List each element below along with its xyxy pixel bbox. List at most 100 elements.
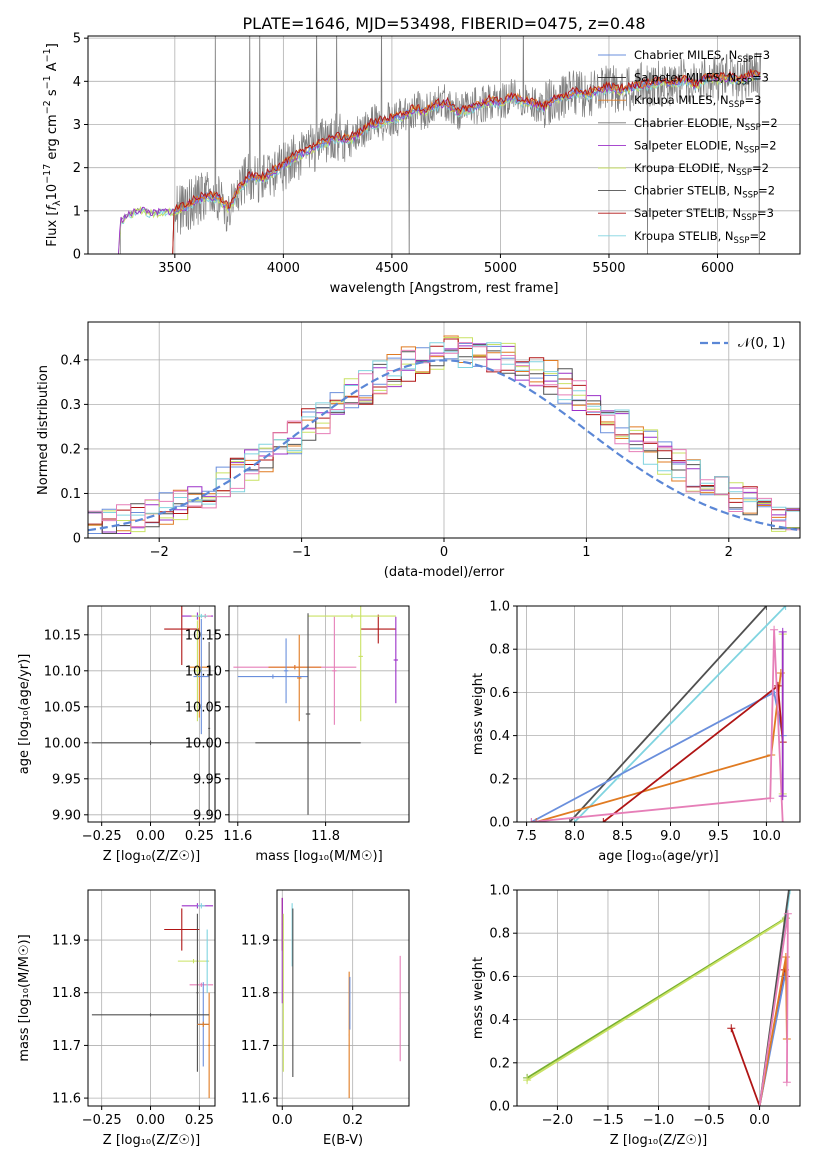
error-bar xyxy=(332,616,337,725)
error-bar xyxy=(349,976,351,1030)
error-bar xyxy=(360,614,396,644)
error-bar xyxy=(399,955,401,1062)
x-tick-label: 5500 xyxy=(592,261,625,276)
y-tick-label: 11.6 xyxy=(241,1092,270,1107)
mass_weight_vs_Z-xlabel: Z [log₁₀(Z/Z☉)] xyxy=(610,1133,707,1148)
y-tick-label: 0.4 xyxy=(489,729,510,744)
mass-weight-marker xyxy=(532,818,541,822)
mass_weight_vs_age-frame xyxy=(516,605,801,823)
spectrum-frame xyxy=(87,35,801,255)
x-tick-label: 8.5 xyxy=(612,829,633,844)
x-tick-label: −0.25 xyxy=(82,1113,122,1128)
x-tick-label: −2 xyxy=(150,545,169,560)
y-tick-label: 0.1 xyxy=(60,487,81,502)
mass_weight_vs_age-panel: 7.5 8.0 8.5 9.0 9.5 10.0 0.0 0.2 0.4 0.6 0.8 1.0 age… xyxy=(471,600,801,864)
mass-weight-line xyxy=(531,629,784,822)
error-bar xyxy=(282,913,284,1072)
age_vs_Z-frame xyxy=(87,605,216,823)
y-tick-label: 0.2 xyxy=(489,1056,510,1071)
x-tick-label: 5000 xyxy=(484,261,517,276)
mass-weight-marker xyxy=(783,909,792,918)
x-tick-label: 7.5 xyxy=(516,829,537,844)
error-bar xyxy=(292,908,294,1078)
mass_vs_Z-ylabel: mass [log₁₀(M/M☉)] xyxy=(17,934,32,1061)
mass-weight-marker xyxy=(782,1078,791,1087)
mass_vs_Z-frame xyxy=(87,889,216,1107)
mass_weight_vs_Z-panel: −2.0 −1.5 −1.0 −0.5 0.0 0.0 0.2 0.4 0.6 0.8 1.0 Z [… xyxy=(471,884,801,1148)
x-tick-label: 8.0 xyxy=(564,829,585,844)
mass-weight-line xyxy=(730,969,787,1106)
y-tick-label: 0.4 xyxy=(489,1013,510,1028)
age_vs_Z-xlabel: Z [log₁₀(Z/Z☉)] xyxy=(103,849,200,864)
y-tick-label: 10.15 xyxy=(185,628,222,643)
error-bar xyxy=(195,613,208,619)
x-tick-label: 0.25 xyxy=(185,829,214,844)
y-tick-label: 1.0 xyxy=(489,600,510,615)
legend-entry: Kroupa MILES, NSSP=3 xyxy=(634,93,761,110)
age_vs_mass-plot-area xyxy=(233,606,399,815)
x-tick-label: 3500 xyxy=(158,261,191,276)
y-tick-label: 11.8 xyxy=(241,986,270,1001)
x-tick-label: 11.8 xyxy=(311,829,340,844)
y-tick-label: 10.10 xyxy=(185,664,222,679)
mass-weight-line xyxy=(569,606,768,822)
y-tick-label: 4 xyxy=(73,75,81,90)
spectrum-xlabel: wavelength [Angstrom, rest frame] xyxy=(330,281,559,296)
x-tick-label: 11.6 xyxy=(223,829,252,844)
y-tick-label: 0.8 xyxy=(489,927,510,942)
y-tick-label: 0 xyxy=(73,532,81,547)
error-bar xyxy=(281,897,283,1004)
error-bar xyxy=(283,638,289,704)
error-bar xyxy=(189,616,210,718)
x-tick-label: 9.0 xyxy=(660,829,681,844)
mass-weight-marker xyxy=(727,1024,736,1033)
y-tick-label: 9.95 xyxy=(52,772,81,787)
mass-weight-marker xyxy=(778,818,787,822)
mass-weight-marker xyxy=(773,681,782,690)
spectrum-plot-area xyxy=(118,36,762,254)
mass-weight-marker xyxy=(781,606,790,610)
mass_vs_Z-xlabel: Z [log₁₀(Z/Z☉)] xyxy=(103,1133,200,1148)
mass_vs_EBV-plot-area xyxy=(281,897,401,1099)
error-bar xyxy=(308,613,396,619)
age_vs_mass-frame xyxy=(228,605,410,823)
y-tick-label: 0 xyxy=(73,248,81,263)
error-bar xyxy=(208,642,211,815)
y-tick-label: 0.8 xyxy=(489,643,510,658)
error-bar xyxy=(196,913,199,1072)
mass_vs_EBV-panel: 0.0 0.2 11.6 11.7 11.8 11.9 E(B-V) xyxy=(241,889,410,1148)
mass-weight-marker xyxy=(570,818,579,822)
mass_weight_vs_age-plot-area xyxy=(527,606,790,822)
x-tick-label: 0.0 xyxy=(272,1113,293,1128)
y-tick-label: 0.6 xyxy=(489,686,510,701)
mass-weight-marker xyxy=(523,1076,532,1085)
mass-weight-marker xyxy=(781,952,790,961)
y-tick-label: 10.05 xyxy=(44,700,81,715)
y-tick-label: 3 xyxy=(73,118,81,133)
y-tick-label: 10.10 xyxy=(44,664,81,679)
spectrum-panel: 3500 4000 4500 5000 5500 6000 0 1 2 3 4 5 wavelength… xyxy=(42,32,801,296)
x-tick-label: 1 xyxy=(582,545,590,560)
mass-weight-marker xyxy=(778,792,787,801)
error-bar xyxy=(91,1013,210,1017)
error-bar xyxy=(237,674,309,679)
error-bar xyxy=(193,618,210,735)
mass-weight-marker xyxy=(527,818,536,822)
x-tick-label: 6000 xyxy=(701,261,734,276)
x-tick-label: 0.2 xyxy=(342,1113,363,1128)
age_vs_mass-xlabel: mass [log₁₀(M/M☉)] xyxy=(255,849,382,864)
residuals-xlabel: (data-model)/error xyxy=(384,565,505,580)
error-bar xyxy=(177,959,210,964)
x-tick-label: −1.0 xyxy=(643,1113,675,1128)
legend-entry: Chabrier STELIB, NSSP=2 xyxy=(634,184,775,201)
y-tick-label: 9.90 xyxy=(193,808,222,823)
x-tick-label: −0.25 xyxy=(82,829,122,844)
age_vs_Z-panel: −0.25 0.00 0.25 9.90 9.95 10.00 10.05 10.10 10.1… xyxy=(17,605,216,864)
x-tick-label: 0.0 xyxy=(749,1113,770,1128)
y-tick-label: 10.05 xyxy=(185,700,222,715)
mass_weight_vs_age-ylabel: mass weight xyxy=(471,673,486,755)
y-tick-label: 5 xyxy=(73,32,81,47)
legend-entry: Chabrier MILES, NSSP=3 xyxy=(634,48,770,65)
y-tick-label: 9.90 xyxy=(52,808,81,823)
legend-entry: Kroupa ELODIE, NSSP=2 xyxy=(634,161,769,178)
